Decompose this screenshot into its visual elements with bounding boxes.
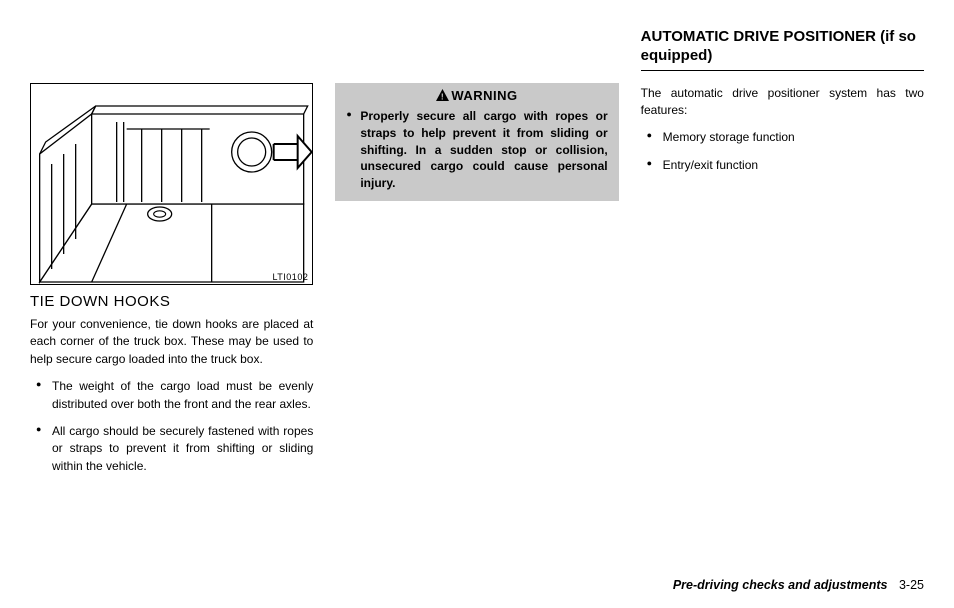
list-item: Memory storage function (641, 129, 924, 146)
warning-item: Properly secure all cargo with ropes or … (346, 108, 607, 192)
figure-label: LTI0102 (272, 272, 308, 282)
page-footer: Pre-driving checks and adjustments 3-25 (673, 578, 924, 592)
adp-intro: The automatic drive positioner system ha… (641, 85, 924, 120)
column-2: ! WARNING Properly secure all cargo with… (335, 28, 618, 568)
auto-drive-positioner-heading: AUTOMATIC DRIVE POSITIONER (if so equipp… (641, 28, 924, 71)
warning-triangle-icon: ! (436, 89, 449, 104)
warning-box: ! WARNING Properly secure all cargo with… (335, 83, 618, 201)
page-columns: LTI0102 TIE DOWN HOOKS For your convenie… (30, 28, 924, 568)
list-item: All cargo should be securely fastened wi… (30, 423, 313, 475)
list-item: The weight of the cargo load must be eve… (30, 378, 313, 413)
tie-down-figure: LTI0102 (30, 83, 313, 285)
svg-text:!: ! (441, 92, 444, 102)
tie-down-bullets: The weight of the cargo load must be eve… (30, 378, 313, 485)
warning-body: Properly secure all cargo with ropes or … (336, 108, 617, 200)
warning-header: ! WARNING (336, 84, 617, 108)
tie-down-intro: For your convenience, tie down hooks are… (30, 316, 313, 368)
tie-down-hooks-title: TIE DOWN HOOKS (30, 293, 313, 310)
warning-label: WARNING (451, 88, 517, 103)
list-item: Entry/exit function (641, 157, 924, 174)
footer-section: Pre-driving checks and adjustments (673, 578, 888, 592)
truck-bed-illustration (31, 84, 312, 284)
column-1: LTI0102 TIE DOWN HOOKS For your convenie… (30, 28, 313, 568)
footer-page-number: 3-25 (899, 578, 924, 592)
column-3: AUTOMATIC DRIVE POSITIONER (if so equipp… (641, 28, 924, 568)
adp-features: Memory storage function Entry/exit funct… (641, 129, 924, 184)
